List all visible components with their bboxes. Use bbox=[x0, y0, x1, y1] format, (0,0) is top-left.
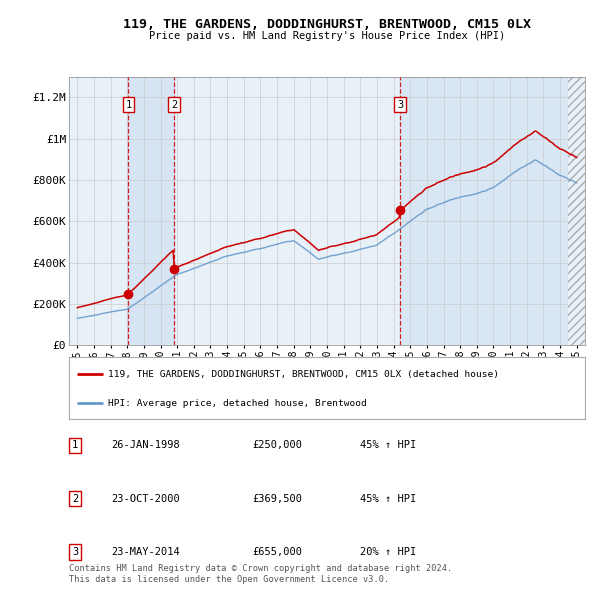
Text: 23-MAY-2014: 23-MAY-2014 bbox=[111, 547, 180, 556]
Text: 45% ↑ HPI: 45% ↑ HPI bbox=[360, 441, 416, 450]
Text: 3: 3 bbox=[397, 100, 403, 110]
Text: 23-OCT-2000: 23-OCT-2000 bbox=[111, 494, 180, 503]
Text: £250,000: £250,000 bbox=[252, 441, 302, 450]
Text: £369,500: £369,500 bbox=[252, 494, 302, 503]
Bar bbox=[128, 77, 174, 345]
Text: 119, THE GARDENS, DODDINGHURST, BRENTWOOD, CM15 0LX (detached house): 119, THE GARDENS, DODDINGHURST, BRENTWOO… bbox=[108, 370, 499, 379]
Text: 20% ↑ HPI: 20% ↑ HPI bbox=[360, 547, 416, 556]
Text: 45% ↑ HPI: 45% ↑ HPI bbox=[360, 494, 416, 503]
Text: 119, THE GARDENS, DODDINGHURST, BRENTWOOD, CM15 0LX: 119, THE GARDENS, DODDINGHURST, BRENTWOO… bbox=[123, 18, 531, 31]
Text: £655,000: £655,000 bbox=[252, 547, 302, 556]
Text: 2: 2 bbox=[171, 100, 177, 110]
Text: 3: 3 bbox=[72, 547, 78, 556]
Text: HPI: Average price, detached house, Brentwood: HPI: Average price, detached house, Bren… bbox=[108, 399, 367, 408]
Text: This data is licensed under the Open Government Licence v3.0.: This data is licensed under the Open Gov… bbox=[69, 575, 389, 584]
Bar bbox=[568, 77, 585, 345]
Text: 2: 2 bbox=[72, 494, 78, 503]
Bar bbox=[400, 77, 568, 345]
Text: 1: 1 bbox=[72, 441, 78, 450]
Text: 1: 1 bbox=[125, 100, 131, 110]
Text: 26-JAN-1998: 26-JAN-1998 bbox=[111, 441, 180, 450]
Text: Contains HM Land Registry data © Crown copyright and database right 2024.: Contains HM Land Registry data © Crown c… bbox=[69, 565, 452, 573]
Text: Price paid vs. HM Land Registry's House Price Index (HPI): Price paid vs. HM Land Registry's House … bbox=[149, 31, 505, 41]
